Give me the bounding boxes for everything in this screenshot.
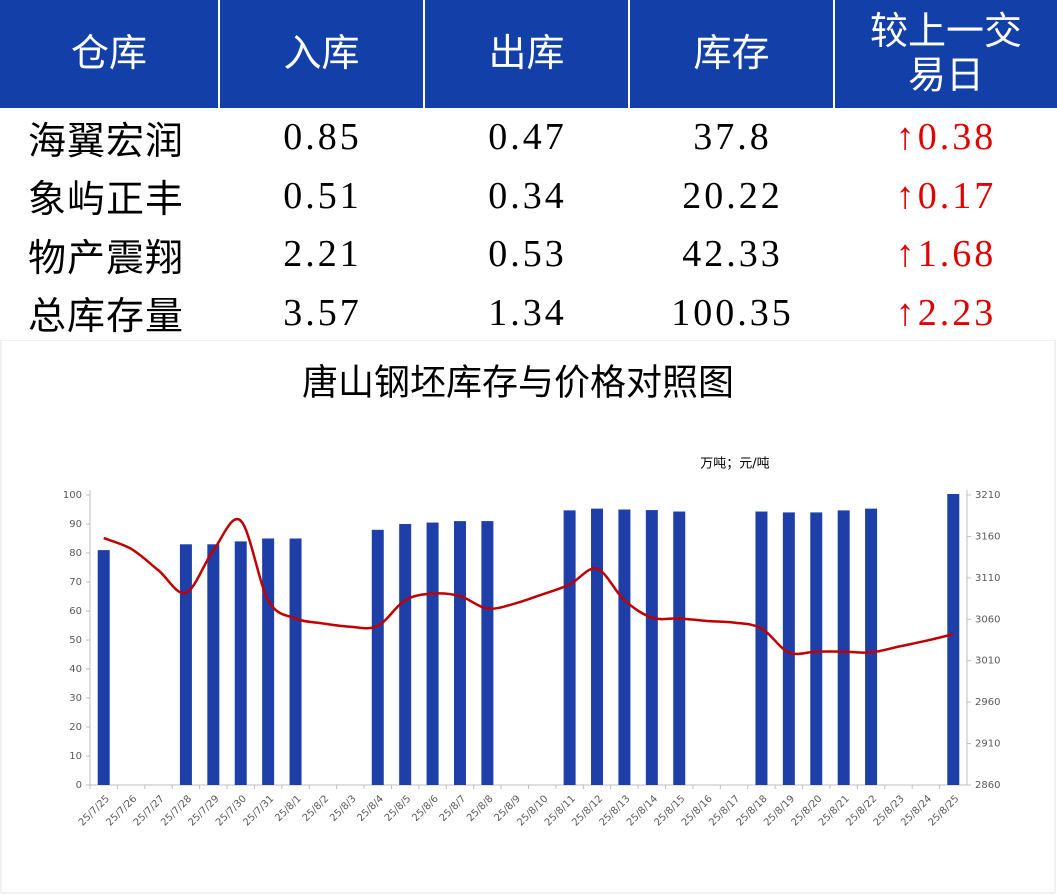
- header-row: 仓库 入库 出库 库存 较上一交易日: [0, 0, 1057, 108]
- table-cell: 0.47: [488, 116, 567, 159]
- bar: [618, 509, 631, 785]
- y-tick-label: 80: [69, 548, 82, 559]
- table-cell: 0.51: [283, 174, 362, 217]
- bar: [755, 511, 768, 785]
- up-arrow: ↑: [895, 116, 918, 159]
- table-cell: 1.34: [488, 291, 567, 334]
- header-cell: 较上一交易日: [869, 11, 1022, 97]
- bar: [947, 493, 960, 785]
- table-cell: ↑0.38: [835, 115, 1057, 159]
- y2-tick-label: 2960: [975, 697, 1000, 708]
- up-arrow: ↑: [895, 174, 918, 217]
- y-tick-label: 40: [69, 664, 82, 675]
- y2-tick-label: 2860: [975, 780, 1000, 791]
- y-tick-label: 60: [69, 606, 82, 617]
- y2-tick-label: 3110: [975, 573, 1000, 584]
- y-tick-label: 0: [76, 780, 82, 791]
- change-value: 0.17: [917, 174, 997, 217]
- table-cell: 100.35: [671, 291, 794, 334]
- table-cell: 3.57: [283, 291, 362, 334]
- y-tick-label: 70: [69, 577, 82, 588]
- y2-tick-label: 3060: [975, 614, 1000, 625]
- y-tick-label: 50: [69, 635, 82, 646]
- table-cell: 0.34: [488, 174, 567, 217]
- bar: [399, 524, 412, 785]
- table-row: 总库存量 3.57 1.34 100.35 ↑2.23: [0, 284, 1057, 343]
- up-arrow: ↑: [895, 291, 918, 334]
- header-cell: 仓库: [0, 0, 220, 108]
- table-cell: 37.8: [693, 116, 772, 159]
- bar: [837, 510, 850, 785]
- table-cell: 总库存量: [28, 296, 185, 339]
- bar: [481, 521, 494, 785]
- change-value: 1.68: [917, 233, 997, 276]
- table-cell: 象屿正丰: [28, 179, 185, 222]
- chart-frame: [0, 340, 1056, 894]
- chart-title: 唐山钢坯库存与价格对照图: [302, 362, 734, 402]
- table-cell: 海翼宏润: [28, 120, 185, 163]
- bar: [591, 508, 604, 785]
- table-cell: 2.21: [283, 233, 362, 276]
- up-arrow: ↑: [895, 233, 918, 276]
- bar: [810, 512, 823, 785]
- table-row: 物产震翔 2.21 0.53 42.33 ↑1.68: [0, 225, 1057, 284]
- y2-tick-label: 3210: [975, 490, 1000, 501]
- change-value: 0.38: [917, 116, 997, 159]
- y2-tick-label: 2910: [975, 739, 1000, 750]
- table: 仓库 入库 出库 库存 较上一交易日 海翼宏润 0.85 0.47 37.8 ↑0.38…: [0, 0, 1057, 342]
- price-line: [103, 517, 954, 656]
- table-row: 象屿正丰 0.51 0.34 20.22 ↑0.17: [0, 167, 1057, 226]
- bar: [371, 529, 384, 785]
- y-tick-label: 20: [69, 722, 82, 733]
- bar: [865, 508, 878, 785]
- bar: [97, 550, 110, 785]
- table-cell: 0.53: [488, 233, 567, 276]
- chart: 唐山钢坯库存与价格对照图 万吨；元/吨 0 10 20 30 40 50 60 70 80 90 1…: [0, 340, 1056, 894]
- bar: [179, 544, 192, 785]
- bar: [563, 510, 576, 785]
- y2-tick-label: 3010: [975, 656, 1000, 667]
- header-cell: 入库: [220, 0, 425, 108]
- y-tick-label: 10: [69, 751, 82, 762]
- header-cell: 出库: [425, 0, 630, 108]
- body: 海翼宏润 0.85 0.47 37.8 ↑0.38 象屿正丰 0.51 0.34 20.22 ↑0…: [0, 108, 1057, 342]
- bar: [673, 511, 686, 785]
- bar: [289, 538, 302, 785]
- bar: [234, 541, 247, 785]
- y-tick-label: 90: [69, 519, 82, 530]
- bar: [453, 521, 466, 785]
- y-tick-label: 30: [69, 693, 82, 704]
- table-cell: ↑0.17: [835, 174, 1057, 218]
- y-tick-label: 100: [63, 490, 82, 501]
- bar: [207, 544, 220, 785]
- table-cell: 0.85: [283, 116, 362, 159]
- table-cell: ↑2.23: [835, 291, 1057, 335]
- table-row: 海翼宏润 0.85 0.47 37.8 ↑0.38: [0, 108, 1057, 167]
- bar: [645, 510, 658, 785]
- header-cell: 库存: [630, 0, 835, 108]
- bar: [782, 512, 795, 785]
- bar: [262, 538, 275, 785]
- table-cell: 20.22: [682, 174, 783, 217]
- unit-label: 万吨；元/吨: [700, 457, 769, 472]
- change-value: 2.23: [917, 291, 997, 334]
- table-cell: 物产震翔: [28, 237, 185, 280]
- bar: [426, 522, 439, 785]
- table-cell: ↑1.68: [835, 232, 1057, 276]
- table-cell: 42.33: [682, 233, 783, 276]
- y2-tick-label: 3160: [975, 531, 1000, 542]
